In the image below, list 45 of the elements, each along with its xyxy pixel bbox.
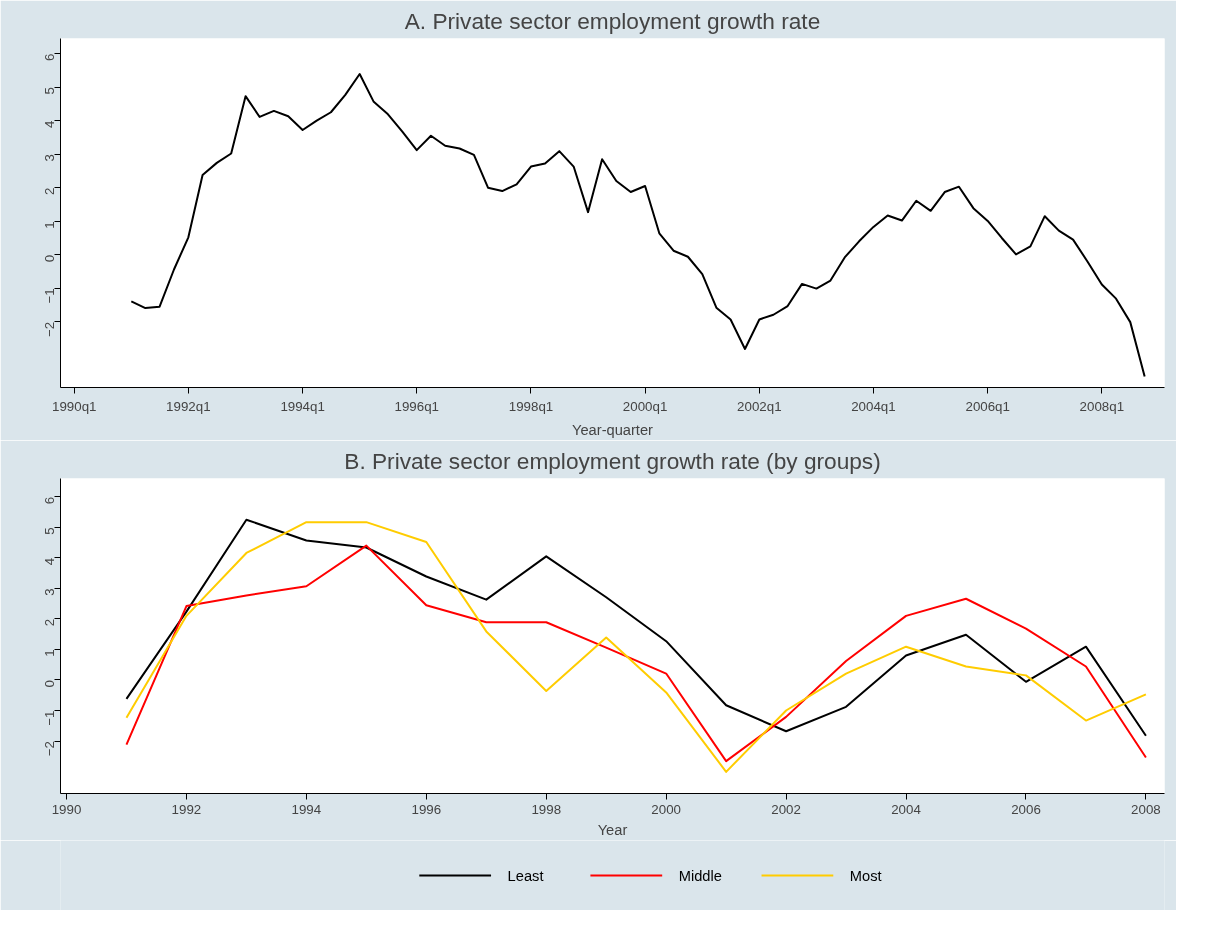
y-tick-label: 1 (42, 649, 57, 657)
y-tick-label: 2 (42, 618, 57, 627)
y-tick-label: 4 (42, 120, 57, 129)
y-tick-label: −1 (42, 710, 57, 726)
x-tick-label: 2008q1 (1079, 398, 1125, 414)
y-tick-label: 4 (42, 557, 57, 566)
x-tick-label: 2008 (1131, 801, 1161, 817)
x-tick-label: 2000q1 (622, 398, 668, 414)
y-tick-label: 2 (42, 187, 57, 196)
y-tick-label: 5 (42, 87, 57, 95)
y-tick-label: −2 (42, 740, 57, 757)
y-tick-label: −1 (42, 288, 57, 304)
y-tick-label: 6 (42, 53, 57, 61)
x-tick-label: 2002q1 (737, 398, 782, 414)
y-tick-label: 5 (42, 527, 57, 535)
y-tick-label: −2 (42, 321, 57, 337)
x-tick-label: 2006q1 (965, 398, 1010, 414)
x-tick-label: 1998 (531, 801, 562, 817)
x-tick-label: 1994 (291, 801, 322, 817)
chart-title: A. Private sector employment growth rate (404, 7, 821, 34)
y-tick-label: 1 (42, 221, 57, 229)
legend-label: Least (507, 867, 544, 884)
y-tick-label: 3 (42, 154, 57, 162)
x-tick-label: 1992 (171, 801, 202, 817)
y-tick-label: 6 (42, 496, 57, 505)
x-tick-label: 2006 (1011, 801, 1041, 817)
x-tick-label: 2004q1 (851, 398, 896, 414)
y-tick-label: 3 (42, 588, 57, 596)
x-axis-title: Year (597, 821, 628, 838)
x-tick-label: 1996 (411, 801, 442, 817)
legend-label: Middle (678, 867, 722, 884)
y-tick-label: 0 (42, 254, 57, 263)
legend-label: Most (849, 867, 882, 884)
y-tick-label: 0 (42, 679, 57, 688)
x-tick-label: 1992q1 (166, 398, 211, 414)
x-tick-label: 2000 (651, 801, 681, 817)
x-tick-label: 1996q1 (394, 398, 439, 414)
chart-title: B. Private sector employment growth rate (by groups) (344, 447, 881, 474)
x-tick-label: 2004 (891, 801, 922, 817)
x-tick-label: 1994q1 (280, 398, 325, 414)
x-tick-label: 1990 (51, 801, 82, 817)
x-tick-label: 2002 (771, 801, 801, 817)
x-axis-title: Year-quarter (572, 421, 654, 438)
x-tick-label: 1998q1 (508, 398, 554, 414)
x-tick-label: 1990q1 (52, 398, 97, 414)
